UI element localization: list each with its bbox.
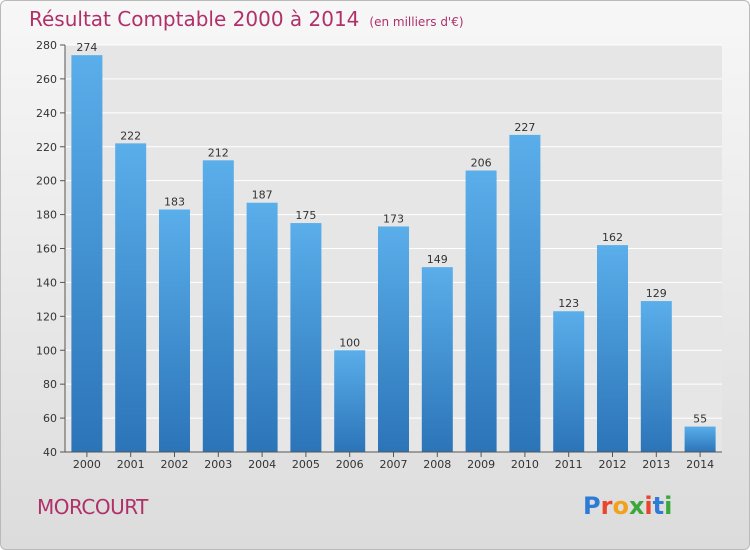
y-tick-label: 200 (36, 175, 57, 188)
bar-value-label: 129 (646, 287, 667, 300)
bar-2005 (290, 223, 322, 452)
bar-2001 (115, 143, 147, 452)
y-tick-label: 80 (43, 378, 57, 391)
bar-value-label: 162 (602, 231, 623, 244)
x-tick-label: 2005 (292, 458, 320, 471)
chart-title: Résultat Comptable 2000 à 2014 (en millie… (29, 7, 464, 31)
x-tick-label: 2004 (248, 458, 276, 471)
proxiti-logo: Proxiti (583, 492, 672, 520)
y-tick-label: 280 (36, 39, 57, 52)
bar-value-label: 212 (208, 146, 229, 159)
logo-letter: i (644, 492, 653, 520)
x-tick-label: 2012 (599, 458, 627, 471)
y-tick-label: 60 (43, 412, 57, 425)
bar-value-label: 183 (164, 195, 185, 208)
bar-2013 (640, 301, 672, 452)
x-tick-label: 2008 (423, 458, 451, 471)
y-tick-label: 180 (36, 209, 57, 222)
bar-2006 (334, 350, 366, 452)
x-tick-label: 2002 (161, 458, 189, 471)
logo-letter: t (652, 492, 665, 520)
bar-2014 (684, 426, 716, 452)
y-tick-label: 260 (36, 73, 57, 86)
y-tick-label: 160 (36, 243, 57, 256)
bar-value-label: 274 (76, 41, 97, 54)
chart-subtitle: (en milliers d'€) (369, 15, 464, 29)
bar-2009 (465, 170, 497, 452)
x-tick-label: 2011 (555, 458, 583, 471)
bar-value-label: 173 (383, 212, 404, 225)
y-tick-label: 100 (36, 344, 57, 357)
bar-value-label: 149 (427, 253, 448, 266)
x-tick-label: 2010 (511, 458, 539, 471)
bar-value-label: 227 (514, 121, 535, 134)
bar-2011 (553, 311, 585, 452)
x-tick-label: 2000 (73, 458, 101, 471)
bar-value-label: 187 (252, 189, 273, 202)
x-tick-label: 2007 (380, 458, 408, 471)
logo-letter: x (628, 492, 645, 520)
logo-letter: o (612, 492, 629, 520)
x-tick-label: 2013 (642, 458, 670, 471)
y-tick-label: 220 (36, 141, 57, 154)
commune-name: MORCOURT (37, 495, 148, 519)
bar-2012 (597, 245, 628, 452)
bar-2004 (246, 202, 278, 452)
logo-letter: P (583, 492, 601, 520)
logo-letter: r (600, 492, 613, 520)
y-tick-label: 240 (36, 107, 57, 120)
x-tick-label: 2003 (204, 458, 232, 471)
bar-2008 (421, 267, 453, 452)
bar-2003 (202, 160, 234, 453)
bar-value-label: 222 (120, 129, 141, 142)
bar-value-label: 55 (693, 413, 707, 426)
bar-value-label: 175 (295, 209, 316, 222)
bar-2010 (509, 134, 541, 453)
logo-letter: i (664, 492, 673, 520)
x-tick-label: 2009 (467, 458, 495, 471)
bar-2007 (378, 226, 409, 452)
y-tick-label: 120 (36, 310, 57, 323)
x-tick-label: 2014 (686, 458, 714, 471)
y-tick-label: 140 (36, 276, 57, 289)
bar-value-label: 123 (558, 297, 579, 310)
bar-value-label: 206 (471, 156, 492, 169)
bar-value-label: 100 (339, 336, 360, 349)
bar-2002 (159, 209, 190, 452)
y-tick-label: 40 (43, 446, 57, 459)
x-tick-label: 2001 (117, 458, 145, 471)
chart-title-main: Résultat Comptable 2000 à 2014 (29, 7, 360, 31)
x-tick-label: 2006 (336, 458, 364, 471)
bar-2000 (71, 55, 103, 453)
